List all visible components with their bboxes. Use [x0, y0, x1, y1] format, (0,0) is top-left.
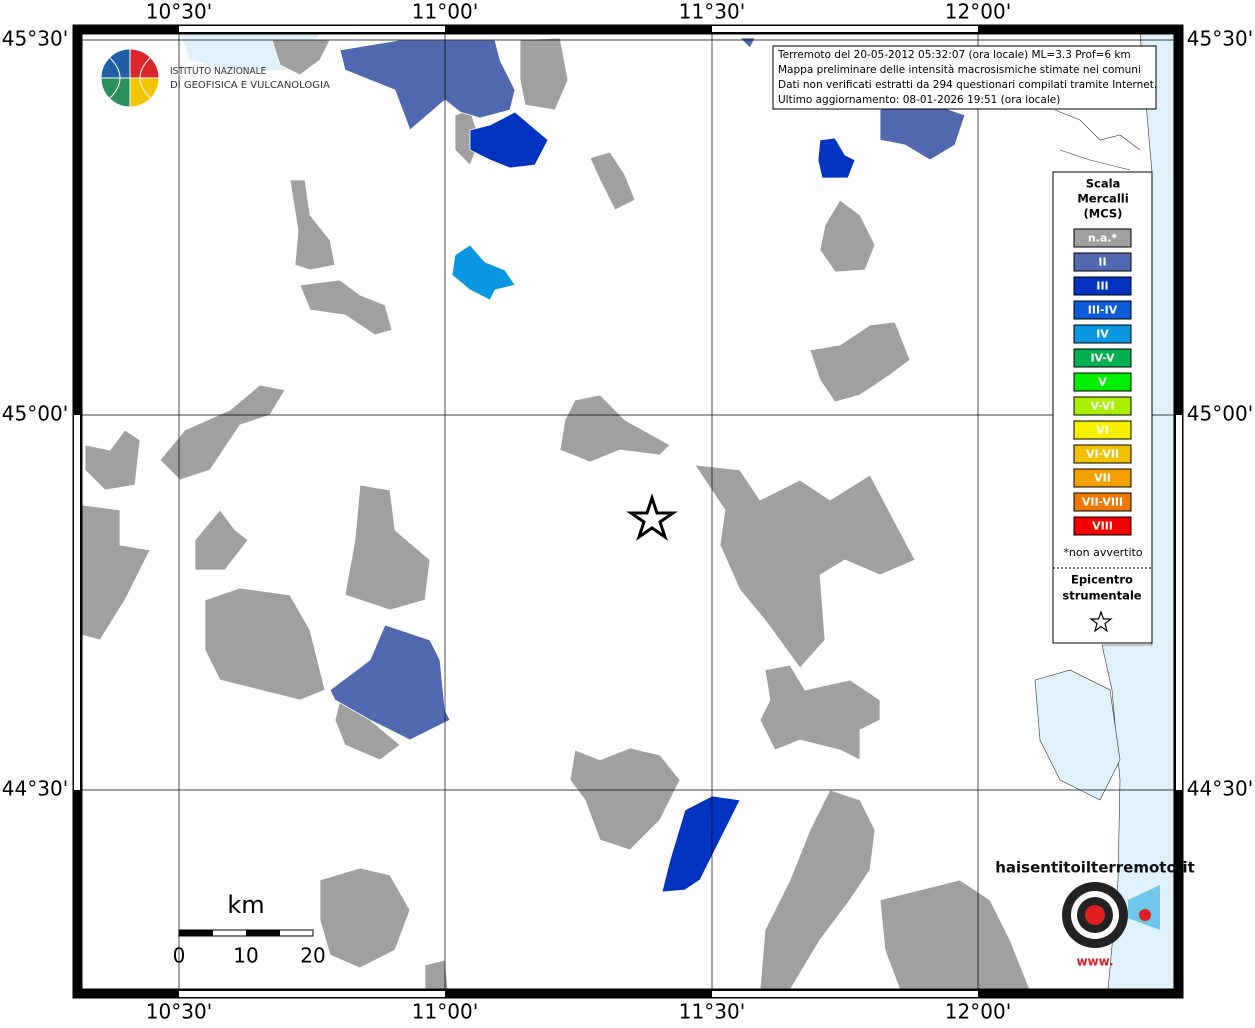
municipalities-intensity	[329, 37, 966, 893]
lat-label: 45°30'	[2, 27, 68, 51]
legend-swatch	[1073, 492, 1132, 512]
info-text: Terremoto del 20-05-2012 05:32:07 (ora l…	[777, 49, 1157, 106]
legend-swatch	[1073, 300, 1132, 320]
legend-label: VI-VII	[1086, 448, 1119, 461]
info-line: Terremoto del 20-05-2012 05:32:07 (ora l…	[777, 49, 1131, 61]
legend-title: Mercalli	[1077, 192, 1128, 206]
legend-label: III-IV	[1088, 304, 1118, 317]
info-box	[772, 45, 1157, 110]
legend-swatch	[1073, 468, 1132, 488]
lagoon	[1034, 669, 1121, 801]
legend-swatch	[1073, 252, 1132, 272]
frame-white	[712, 26, 978, 32]
coast	[1054, 109, 1141, 171]
brand-www: www.	[1076, 955, 1113, 969]
legend-swatch	[1073, 444, 1132, 464]
legend-star	[1089, 610, 1113, 633]
legend-note: *non avvertito	[1063, 546, 1142, 559]
legend-swatch	[1073, 276, 1132, 296]
legend-label: VI	[1096, 424, 1109, 437]
legend-title: (MCS)	[1084, 207, 1123, 221]
frame-white	[74, 415, 80, 790]
legend-epicenter: Epicentro	[1071, 573, 1133, 587]
legend-swatch	[1073, 228, 1132, 248]
scale-tick-label: 10	[233, 944, 258, 968]
lat-label: 45°00'	[1187, 402, 1253, 426]
scale-unit: km	[227, 891, 264, 919]
frame-white	[1176, 415, 1182, 790]
brand-text: haisentitoilterremoto.it	[995, 859, 1195, 877]
legend-label: III	[1096, 280, 1108, 293]
legend-epicenter: strumentale	[1062, 589, 1141, 603]
legend-swatch	[1073, 372, 1132, 392]
info-line: Mappa preliminare delle intensità macros…	[778, 64, 1141, 76]
lon-label: 12°00'	[945, 0, 1011, 24]
legend-title: Scala	[1086, 177, 1121, 191]
lat-label: 44°30'	[2, 777, 68, 801]
map-border	[81, 33, 1175, 990]
frame-white	[179, 991, 445, 997]
legend-label: V-VI	[1090, 400, 1114, 413]
legend-label: VII-VIII	[1082, 496, 1123, 509]
lon-label: 12°00'	[945, 1000, 1011, 1024]
info-line: Ultimo aggiornamento: 08-01-2026 19:51 (…	[778, 94, 1060, 106]
logo-text: DI GEOFISICA E VULCANOLOGIA	[170, 80, 330, 91]
lat-label: 44°30'	[1187, 777, 1253, 801]
frame-white	[712, 991, 978, 997]
lon-label: 10°30'	[146, 1000, 212, 1024]
legend-swatch	[1073, 348, 1132, 368]
legend-label: VII	[1094, 472, 1111, 485]
lon-label: 11°00'	[412, 0, 478, 24]
logo-text: ISTITUTO NAZIONALE	[170, 66, 267, 77]
legend-label: V	[1098, 376, 1107, 389]
scale-bar: km 0 10 20	[173, 891, 326, 968]
frame-white	[179, 26, 445, 32]
legend-label: n.a.*	[1088, 232, 1118, 245]
brand-logo: haisentitoilterremoto.it www.	[995, 859, 1195, 969]
legend-swatch	[1073, 324, 1132, 344]
legend-label: IV-V	[1090, 352, 1115, 365]
epicenter-star	[626, 493, 678, 541]
legend-label: IV	[1096, 328, 1109, 341]
lon-label: 11°30'	[679, 0, 745, 24]
lat-label: 45°30'	[1187, 27, 1253, 51]
legend-label: VIII	[1092, 520, 1113, 533]
scale-tick-label: 20	[300, 944, 325, 968]
lon-label: 10°30'	[146, 0, 212, 24]
legend-swatch	[1073, 396, 1132, 416]
lat-label: 45°00'	[2, 402, 68, 426]
legend-label: II	[1098, 256, 1106, 269]
legend-swatch	[1073, 420, 1132, 440]
info-line: Dati non verificati estratti da 294 ques…	[778, 79, 1157, 91]
legend: ScalaMercalli(MCS)n.a.*IIIIIIII-IVIVIV-V…	[1053, 177, 1152, 633]
ingv-logo: ISTITUTO NAZIONALE DI GEOFISICA E VULCAN…	[100, 48, 330, 108]
lon-label: 11°00'	[412, 1000, 478, 1024]
municipalities-na	[81, 37, 1031, 991]
scale-tick-label: 0	[173, 944, 186, 968]
legend-swatch	[1073, 516, 1132, 536]
lon-label: 11°30'	[679, 1000, 745, 1024]
frame-segments	[74, 26, 1182, 997]
